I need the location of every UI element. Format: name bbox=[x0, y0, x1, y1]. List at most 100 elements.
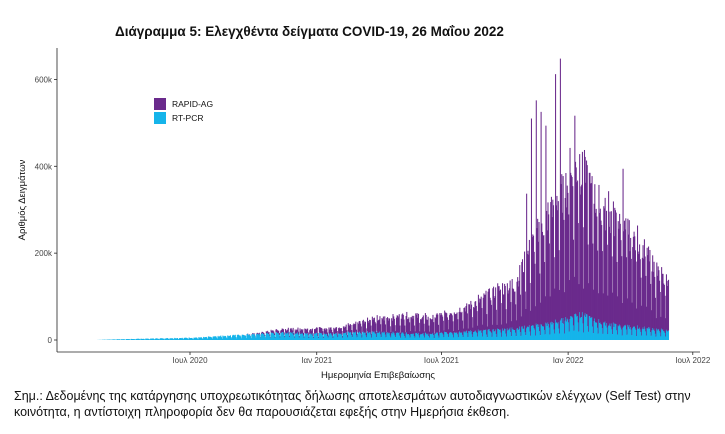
bar-rt-pcr bbox=[601, 324, 603, 340]
bar-rapid-ag bbox=[461, 311, 463, 333]
bar-rapid-ag bbox=[467, 328, 469, 338]
bar-rt-pcr bbox=[246, 334, 248, 340]
bar-rapid-ag bbox=[354, 323, 356, 333]
bar-rapid-ag bbox=[310, 329, 312, 334]
bar-rt-pcr bbox=[555, 323, 557, 340]
bar-rt-pcr bbox=[260, 333, 262, 340]
bar-rt-pcr bbox=[360, 334, 362, 340]
bar-rapid-ag bbox=[309, 329, 311, 334]
bar-rt-pcr bbox=[598, 319, 600, 340]
bar-rt-pcr bbox=[442, 333, 444, 340]
bar-rt-pcr bbox=[532, 325, 534, 340]
bar-rapid-ag bbox=[544, 262, 546, 330]
bar-rapid-ag bbox=[422, 317, 424, 334]
bar-rt-pcr bbox=[619, 324, 621, 340]
bar-rt-pcr bbox=[305, 334, 307, 340]
bar-rt-pcr bbox=[288, 334, 290, 340]
bar-rt-pcr bbox=[367, 331, 369, 340]
bar-rt-pcr bbox=[402, 332, 404, 340]
bar-rapid-ag bbox=[324, 328, 326, 334]
bar-rt-pcr bbox=[579, 318, 581, 340]
bar-rapid-ag bbox=[613, 236, 615, 327]
bar-rt-pcr bbox=[489, 331, 491, 340]
bar-rt-pcr bbox=[147, 338, 150, 340]
bar-rapid-ag bbox=[317, 333, 319, 337]
bar-rapid-ag bbox=[610, 211, 612, 324]
bar-rapid-ag bbox=[506, 323, 508, 337]
bar-rt-pcr bbox=[533, 325, 535, 340]
bar-rapid-ag bbox=[447, 319, 449, 335]
bar-rt-pcr bbox=[411, 334, 413, 340]
bar-rt-pcr bbox=[304, 333, 306, 340]
bar-rapid-ag bbox=[276, 330, 278, 333]
bar-rt-pcr bbox=[376, 330, 378, 340]
bar-rapid-ag bbox=[391, 320, 393, 334]
bar-rt-pcr bbox=[659, 332, 661, 340]
bar-rt-pcr bbox=[291, 333, 293, 340]
bar-rt-pcr bbox=[186, 338, 188, 340]
bar-rt-pcr bbox=[132, 339, 134, 340]
bar-rt-pcr bbox=[251, 334, 253, 340]
bar-rapid-ag bbox=[639, 259, 641, 330]
bar-rt-pcr bbox=[383, 333, 385, 340]
bar-rapid-ag bbox=[290, 327, 292, 333]
bar-rapid-ag bbox=[355, 329, 358, 336]
bar-rapid-ag bbox=[318, 336, 320, 339]
bar-rapid-ag bbox=[308, 336, 310, 339]
bar-rt-pcr bbox=[480, 330, 482, 340]
bar-rapid-ag bbox=[456, 312, 458, 333]
bar-rt-pcr bbox=[441, 332, 443, 340]
bar-rt-pcr bbox=[464, 332, 466, 340]
bar-rapid-ag bbox=[364, 321, 366, 333]
bar-rt-pcr bbox=[207, 336, 209, 340]
bar-rt-pcr bbox=[139, 339, 141, 340]
legend: RAPID-AG RT-PCR bbox=[154, 98, 213, 124]
bar-rt-pcr bbox=[446, 332, 448, 340]
bar-rapid-ag bbox=[274, 337, 276, 338]
bar-rapid-ag bbox=[338, 327, 340, 334]
bar-rt-pcr bbox=[466, 333, 468, 340]
bar-rt-pcr bbox=[524, 325, 526, 340]
bar-rapid-ag bbox=[388, 318, 390, 333]
bar-rt-pcr bbox=[131, 339, 133, 340]
bar-rt-pcr bbox=[606, 323, 608, 340]
bar-rt-pcr bbox=[453, 337, 455, 340]
bar-rt-pcr bbox=[356, 337, 358, 340]
bar-rt-pcr bbox=[497, 329, 499, 340]
bar-rapid-ag bbox=[516, 281, 518, 329]
bar-rapid-ag bbox=[652, 255, 654, 329]
bar-rapid-ag bbox=[460, 312, 462, 333]
bar-rt-pcr bbox=[353, 332, 355, 340]
bar-rt-pcr bbox=[429, 333, 431, 340]
bar-rapid-ag bbox=[568, 280, 570, 332]
bar-rapid-ag bbox=[263, 333, 265, 335]
y-axis-title: Αριθμός Δειγμάτων bbox=[17, 159, 28, 240]
bar-rt-pcr bbox=[554, 333, 556, 340]
bar-rt-pcr bbox=[572, 325, 574, 340]
bar-rapid-ag bbox=[311, 330, 313, 335]
bar-rapid-ag bbox=[442, 320, 444, 335]
bar-rt-pcr bbox=[245, 336, 247, 340]
bar-rt-pcr bbox=[338, 333, 340, 340]
bar-rt-pcr bbox=[504, 328, 506, 340]
bar-rapid-ag bbox=[338, 328, 340, 334]
bar-rt-pcr bbox=[392, 331, 394, 340]
legend-label: RAPID-AG bbox=[172, 99, 213, 109]
bar-rapid-ag bbox=[530, 118, 532, 326]
bar-rt-pcr bbox=[488, 329, 490, 340]
bar-rapid-ag bbox=[609, 211, 611, 324]
bar-rapid-ag bbox=[664, 295, 666, 334]
bar-rapid-ag bbox=[389, 318, 391, 333]
bar-rt-pcr bbox=[533, 328, 535, 340]
bar-rapid-ag bbox=[579, 194, 581, 319]
bar-rapid-ag bbox=[328, 327, 330, 334]
bar-rapid-ag bbox=[304, 328, 306, 334]
bar-rapid-ag bbox=[385, 332, 387, 338]
bar-rt-pcr bbox=[587, 326, 589, 340]
bar-rt-pcr bbox=[355, 335, 358, 340]
bar-rapid-ag bbox=[406, 311, 408, 333]
bar-rt-pcr bbox=[432, 332, 434, 340]
bar-rapid-ag bbox=[418, 322, 420, 336]
bar-rt-pcr bbox=[568, 331, 570, 340]
bar-rt-pcr bbox=[280, 333, 282, 340]
